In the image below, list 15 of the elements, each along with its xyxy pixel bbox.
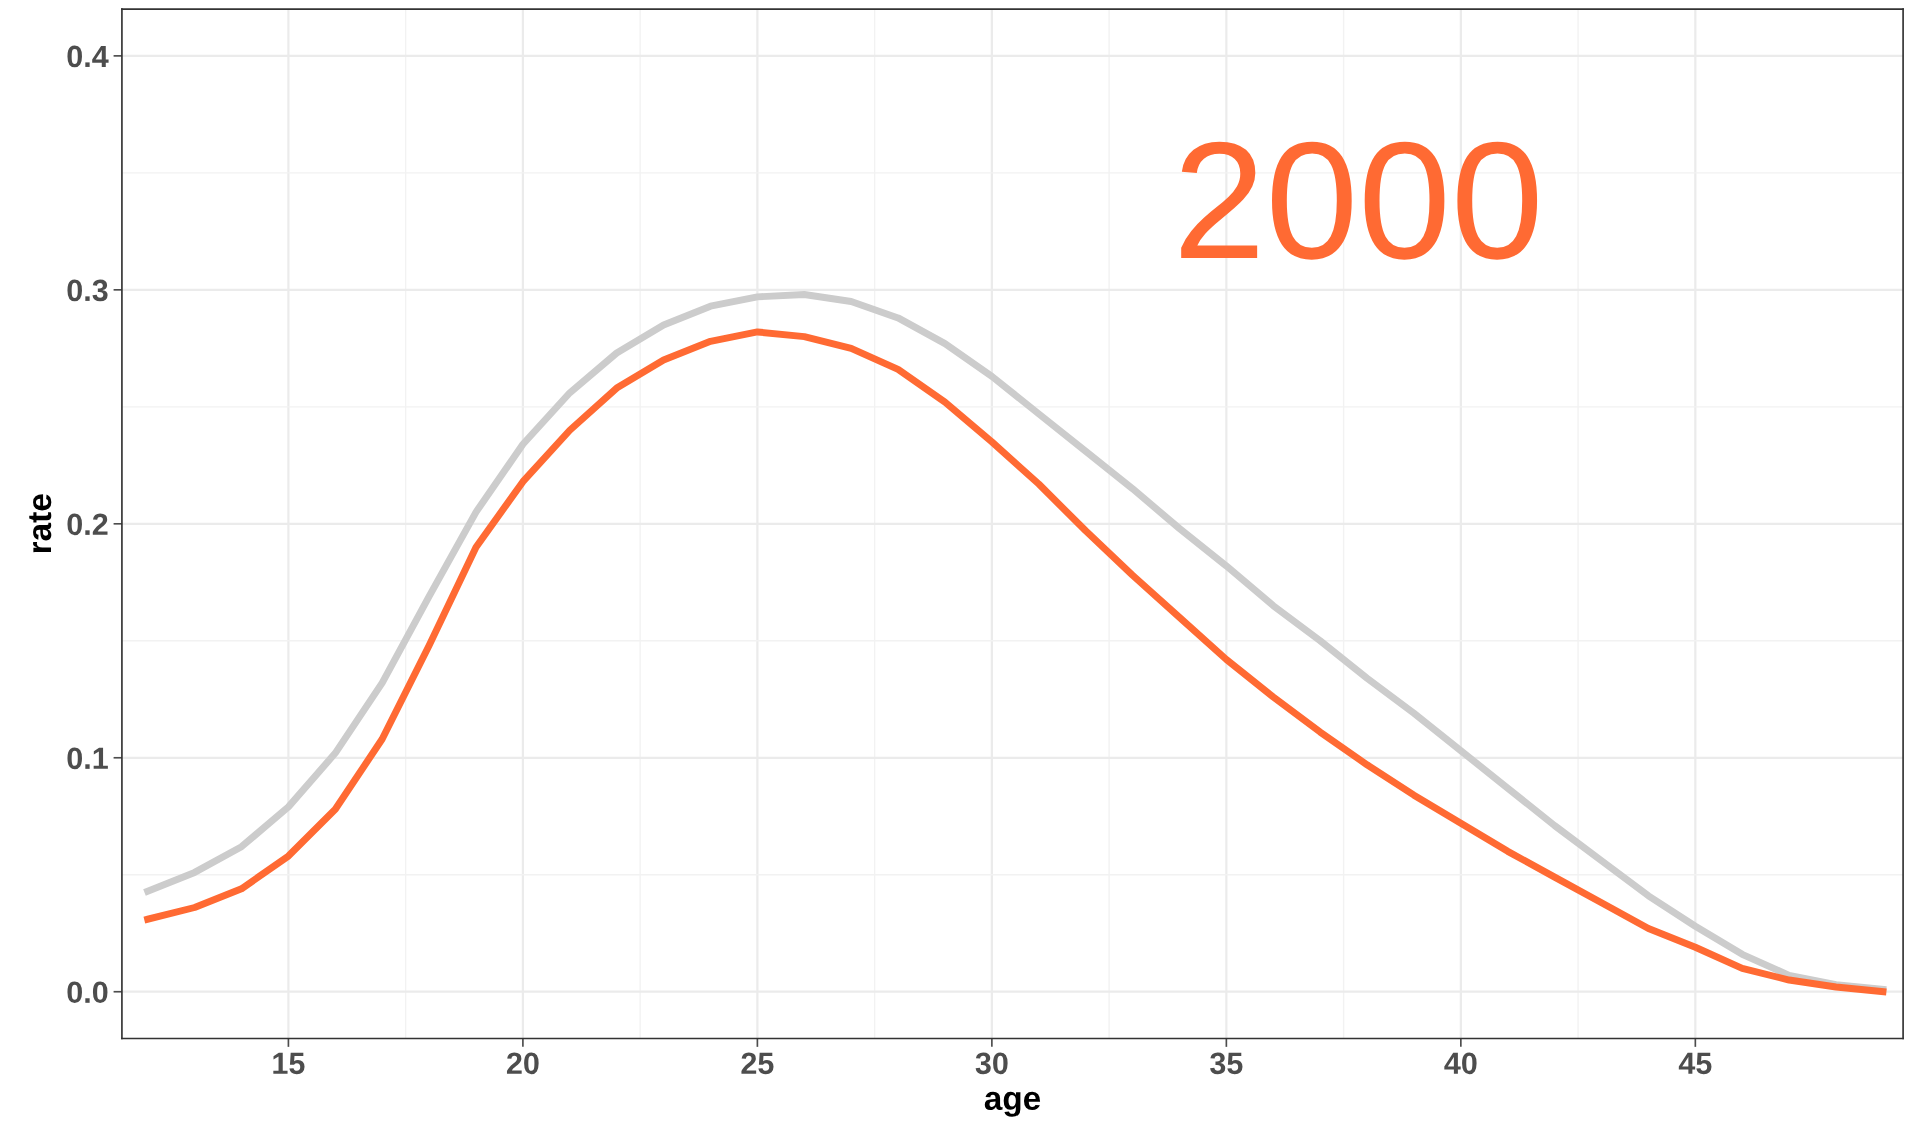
y-tick-label: 0.1 bbox=[67, 747, 108, 770]
annotation: 2000 bbox=[1181, 141, 1538, 260]
x-tick-label: 25 bbox=[741, 1052, 774, 1075]
x-tick-label: 15 bbox=[273, 1052, 305, 1075]
y-tick-label: 0.0 bbox=[67, 981, 108, 1004]
x-tick-label: 30 bbox=[975, 1052, 1008, 1075]
x-tick-label: 40 bbox=[1444, 1052, 1477, 1075]
y-tick-label: 0.4 bbox=[67, 45, 109, 68]
x-tick-label: 45 bbox=[1678, 1052, 1712, 1075]
x-tick-label: 20 bbox=[506, 1052, 539, 1075]
y-axis-title: rate bbox=[29, 494, 52, 553]
x-tick-label: 35 bbox=[1210, 1052, 1243, 1075]
y-tick-label: 0.2 bbox=[67, 513, 108, 536]
y-tick-label: 0.3 bbox=[67, 279, 108, 302]
x-axis-title: age bbox=[984, 1091, 1041, 1117]
